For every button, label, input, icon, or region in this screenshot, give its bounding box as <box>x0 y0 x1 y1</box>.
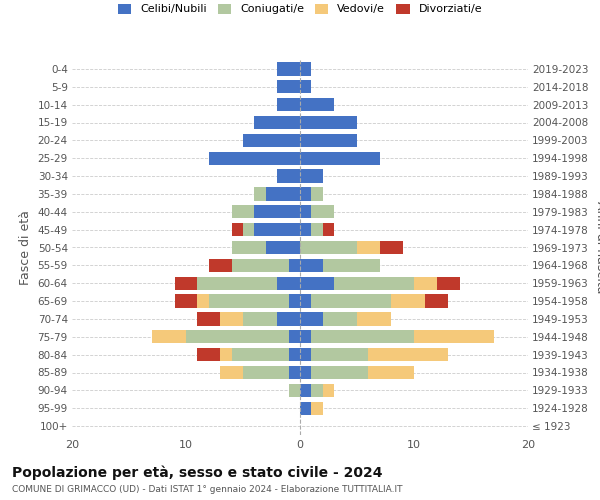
Bar <box>334 276 414 290</box>
Bar <box>209 258 232 272</box>
Bar <box>300 241 357 254</box>
Bar <box>300 80 311 94</box>
Bar <box>323 384 334 397</box>
Bar <box>232 223 243 236</box>
Bar <box>311 384 323 397</box>
Bar <box>175 276 197 290</box>
Bar <box>300 170 323 183</box>
Bar <box>368 366 414 379</box>
Bar <box>300 384 311 397</box>
Bar <box>300 402 311 415</box>
Bar <box>254 205 300 218</box>
Bar <box>300 366 311 379</box>
Bar <box>289 258 300 272</box>
Bar <box>277 312 300 326</box>
Bar <box>254 223 300 236</box>
Bar <box>197 312 220 326</box>
Bar <box>232 348 289 362</box>
Bar <box>209 294 289 308</box>
Bar <box>289 330 300 344</box>
Bar <box>232 205 254 218</box>
Bar <box>243 312 277 326</box>
Bar <box>300 116 357 129</box>
Bar <box>380 241 403 254</box>
Y-axis label: Anni di nascita: Anni di nascita <box>595 201 600 294</box>
Bar <box>311 294 391 308</box>
Bar <box>277 170 300 183</box>
Bar <box>152 330 186 344</box>
Text: COMUNE DI GRIMACCO (UD) - Dati ISTAT 1° gennaio 2024 - Elaborazione TUTTITALIA.I: COMUNE DI GRIMACCO (UD) - Dati ISTAT 1° … <box>12 485 403 494</box>
Bar <box>300 348 311 362</box>
Bar <box>197 294 209 308</box>
Bar <box>300 62 311 76</box>
Bar <box>175 294 197 308</box>
Bar <box>391 294 425 308</box>
Bar <box>311 205 334 218</box>
Legend: Celibi/Nubili, Coniugati/e, Vedovi/e, Divorziati/e: Celibi/Nubili, Coniugati/e, Vedovi/e, Di… <box>112 0 488 20</box>
Bar <box>311 330 414 344</box>
Bar <box>289 348 300 362</box>
Bar <box>266 241 300 254</box>
Bar <box>300 223 311 236</box>
Bar <box>368 348 448 362</box>
Bar <box>277 276 300 290</box>
Bar <box>300 205 311 218</box>
Bar <box>311 366 368 379</box>
Bar <box>277 80 300 94</box>
Bar <box>437 276 460 290</box>
Bar <box>323 258 380 272</box>
Bar <box>311 402 323 415</box>
Bar <box>300 330 311 344</box>
Bar <box>220 366 243 379</box>
Bar <box>243 134 300 147</box>
Bar <box>323 312 357 326</box>
Y-axis label: Fasce di età: Fasce di età <box>19 210 32 285</box>
Bar <box>300 258 323 272</box>
Text: Popolazione per età, sesso e stato civile - 2024: Popolazione per età, sesso e stato civil… <box>12 465 383 479</box>
Bar <box>300 134 357 147</box>
Bar <box>254 187 266 200</box>
Bar <box>300 276 334 290</box>
Bar <box>277 62 300 76</box>
Bar <box>289 384 300 397</box>
Bar <box>254 116 300 129</box>
Bar <box>186 330 289 344</box>
Bar <box>289 294 300 308</box>
Bar <box>197 276 277 290</box>
Bar <box>311 348 368 362</box>
Bar <box>232 241 266 254</box>
Bar <box>277 98 300 112</box>
Bar <box>300 187 311 200</box>
Bar <box>266 187 300 200</box>
Bar <box>243 366 289 379</box>
Bar <box>311 223 323 236</box>
Bar <box>220 312 243 326</box>
Bar <box>300 152 380 165</box>
Bar <box>220 348 232 362</box>
Bar <box>357 241 380 254</box>
Bar <box>357 312 391 326</box>
Bar <box>323 223 334 236</box>
Bar <box>300 98 334 112</box>
Bar <box>197 348 220 362</box>
Bar <box>300 294 311 308</box>
Bar <box>232 258 289 272</box>
Bar <box>414 276 437 290</box>
Bar <box>243 223 254 236</box>
Bar <box>414 330 494 344</box>
Bar <box>311 187 323 200</box>
Bar <box>300 312 323 326</box>
Bar <box>425 294 448 308</box>
Bar <box>209 152 300 165</box>
Bar <box>289 366 300 379</box>
